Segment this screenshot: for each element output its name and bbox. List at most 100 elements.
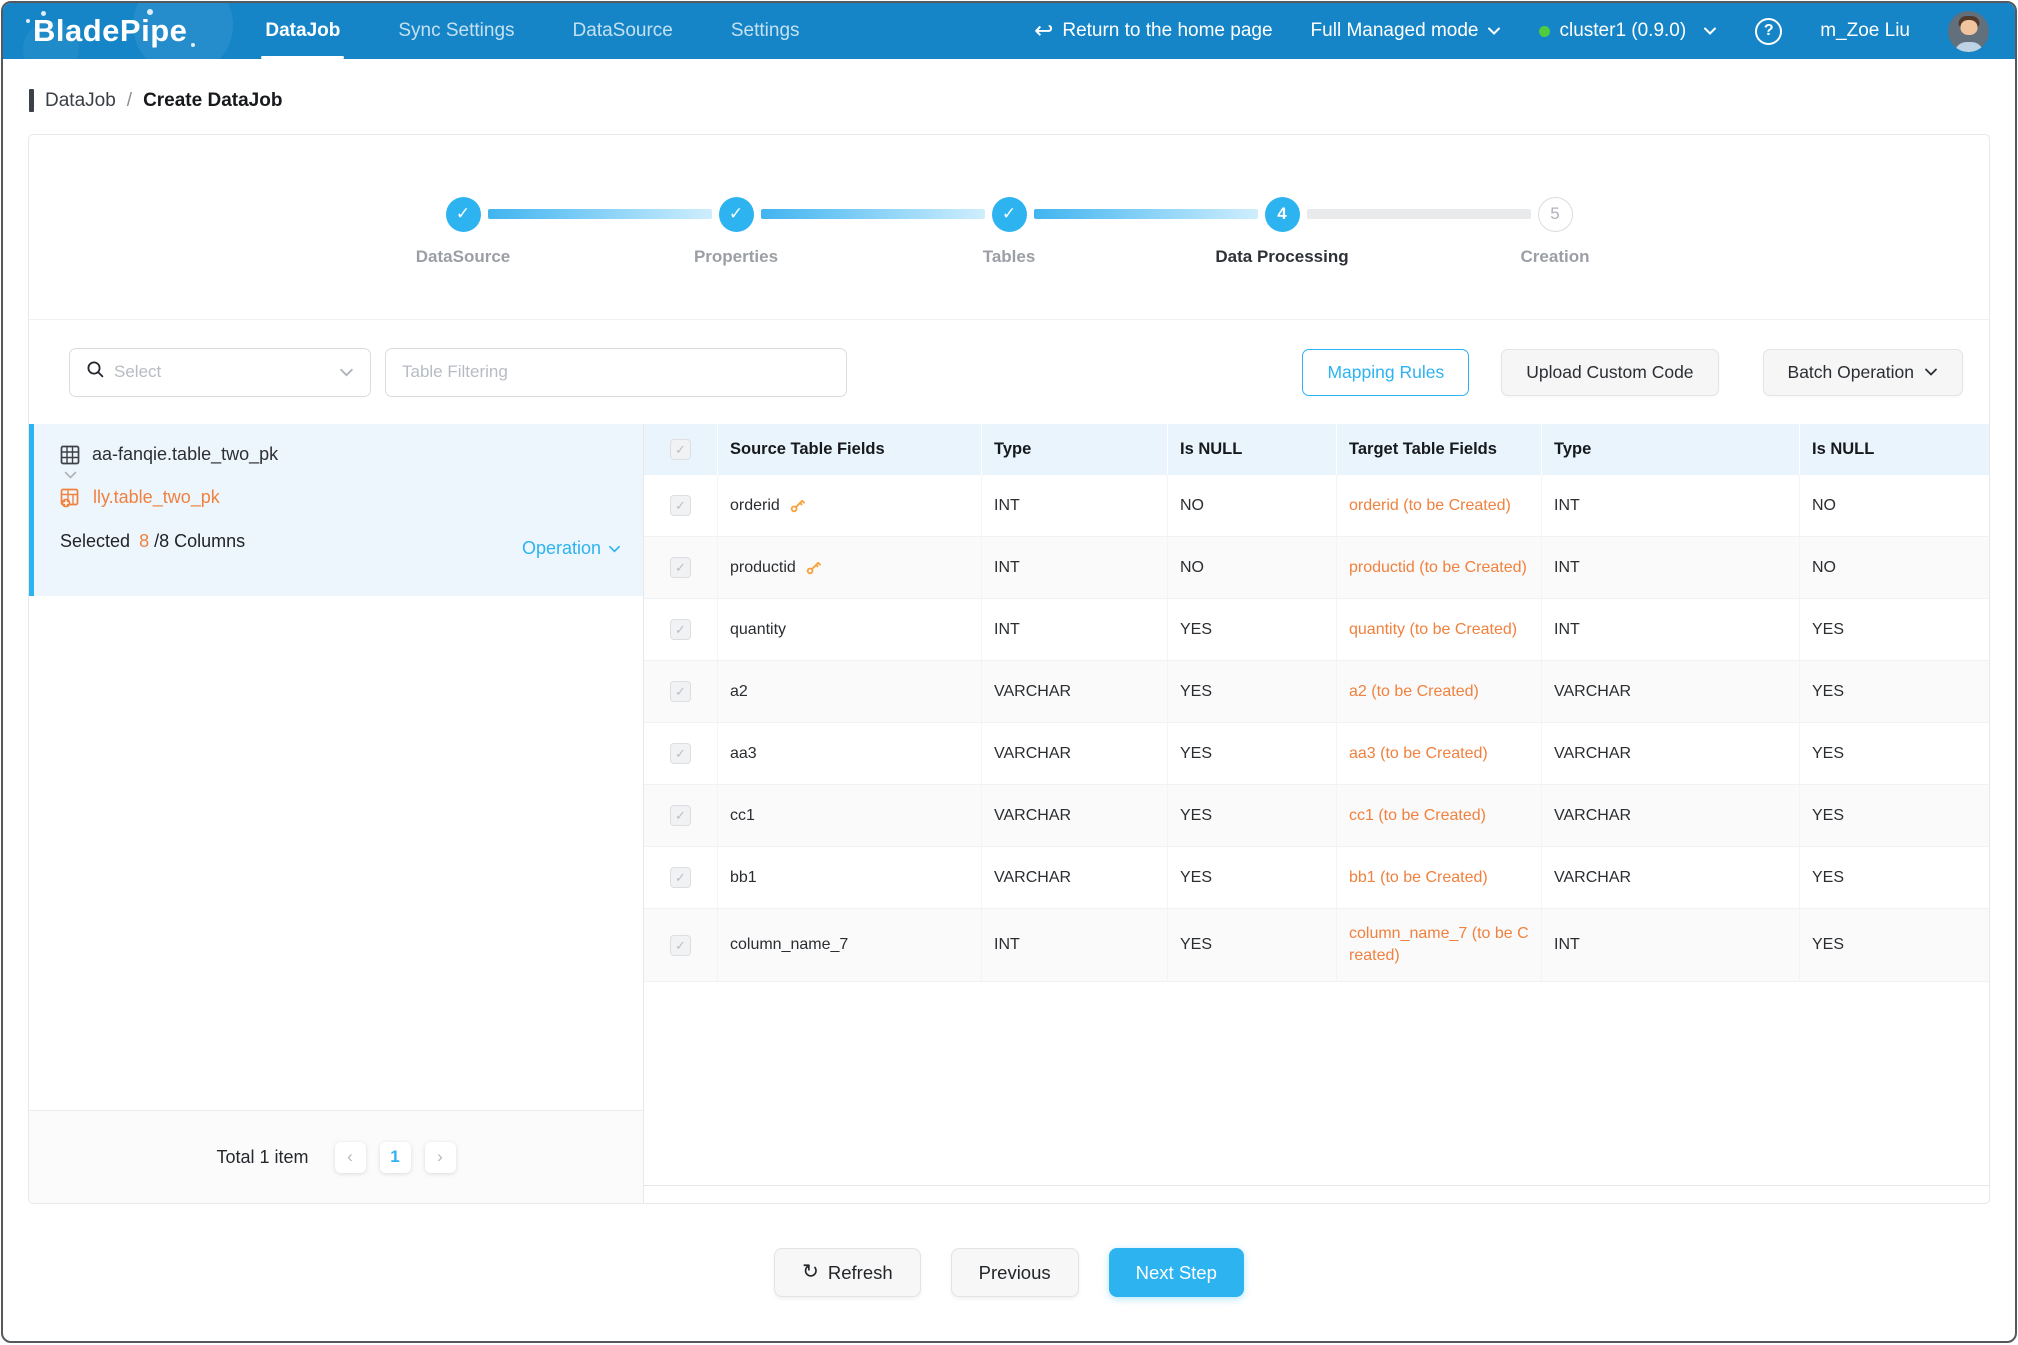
table-row: ✓ aa3 VARCHAR YES aa3 (to be Created) VA… (644, 723, 1989, 785)
breadcrumb-parent[interactable]: DataJob (45, 89, 116, 111)
mode-dropdown[interactable]: Full Managed mode (1311, 20, 1502, 42)
main-nav: DataJob Sync Settings DataSource Setting… (261, 3, 800, 59)
column-header-4-type: Type (1542, 424, 1800, 475)
selected-count: 8 (139, 531, 150, 551)
source-field-name: bb1 (730, 868, 757, 886)
chevron-down-icon (1487, 26, 1501, 36)
step-label: Creation (1520, 246, 1590, 266)
upload-custom-code-button[interactable]: Upload Custom Code (1501, 348, 1719, 396)
step-connector (487, 209, 712, 219)
mapping-content: aa-fanqie.table_two_pk lly.table_two_pk … (29, 424, 1989, 1203)
user-menu[interactable]: m_Zoe Liu (1820, 20, 1910, 42)
step-connector (1306, 209, 1531, 219)
column-header-3-target-table-fields: Target Table Fields (1337, 424, 1542, 475)
source-field-is-null: YES (1168, 723, 1337, 784)
row-checkbox[interactable]: ✓ (670, 681, 691, 702)
pagination-page-1[interactable]: 1 (379, 1141, 411, 1173)
mapping-rules-button[interactable]: Mapping Rules (1302, 348, 1470, 396)
table-row: ✓ bb1 VARCHAR YES bb1 (to be Created) VA… (644, 847, 1989, 909)
table-row: ✓ orderid INT NO orderid (to be Created)… (644, 475, 1989, 537)
operation-dropdown[interactable]: Operation (522, 538, 621, 559)
source-field-is-null: YES (1168, 847, 1337, 908)
primary-key-icon (806, 561, 821, 575)
logo-particle (41, 11, 46, 16)
table-filtering-input[interactable] (385, 347, 847, 397)
target-field-name: productid (to be Created) (1337, 537, 1542, 598)
pagination-prev-button[interactable]: ‹ (334, 1141, 366, 1173)
source-field-name: orderid (730, 496, 780, 514)
selected-label: Selected (60, 531, 131, 551)
breadcrumb-accent-bar (29, 89, 34, 112)
target-field-name: aa3 (to be Created) (1337, 723, 1542, 784)
chevron-down-icon (1924, 367, 1938, 377)
source-field-is-null: YES (1168, 661, 1337, 722)
step-circle: 4 (1264, 196, 1300, 232)
source-field-type: VARCHAR (982, 723, 1168, 784)
source-field-name: aa3 (730, 744, 757, 762)
user-avatar[interactable] (1948, 10, 1989, 52)
target-field-type: VARCHAR (1542, 661, 1800, 722)
previous-button[interactable]: Previous (950, 1248, 1079, 1297)
cluster-label: cluster1 (0.9.0) (1559, 20, 1687, 41)
nav-item-sync-settings[interactable]: Sync Settings (398, 20, 515, 41)
help-icon[interactable]: ? (1755, 17, 1783, 45)
cluster-dropdown[interactable]: cluster1 (0.9.0) (1539, 20, 1717, 42)
source-field-name: column_name_7 (730, 936, 849, 953)
table-row: ✓ column_name_7 INT YES column_name_7 (t… (644, 909, 1989, 982)
table-create-icon (60, 487, 81, 508)
row-checkbox[interactable]: ✓ (670, 619, 691, 640)
target-field-type: VARCHAR (1542, 723, 1800, 784)
table-row: ✓ quantity INT YES quantity (to be Creat… (644, 599, 1989, 661)
nav-item-datajob[interactable]: DataJob (261, 3, 345, 59)
source-field-name: quantity (730, 620, 787, 638)
row-checkbox[interactable]: ✓ (670, 805, 691, 826)
step-tables: ✓ Tables (983, 196, 1035, 266)
return-arrow-icon: ↩ (1034, 16, 1054, 43)
target-field-name: quantity (to be Created) (1337, 599, 1542, 660)
source-field-is-null: YES (1168, 785, 1337, 846)
step-label: Data Processing (1215, 246, 1349, 266)
table-toolbar: Select Mapping Rules Upload Custom Code … (29, 320, 1989, 424)
table-pair-item-selected[interactable]: aa-fanqie.table_two_pk lly.table_two_pk … (29, 424, 643, 596)
target-field-is-null: NO (1812, 496, 1836, 514)
chevron-down-icon (1703, 26, 1717, 36)
table-header-row: ✓ Source Table Fields Type Is NULL Target T… (644, 424, 1989, 475)
select-all-checkbox[interactable]: ✓ (670, 439, 691, 460)
target-field-is-null: NO (1812, 558, 1836, 576)
pagination-next-button[interactable]: › (424, 1141, 456, 1173)
row-checkbox[interactable]: ✓ (670, 557, 691, 578)
logo-particle (191, 43, 196, 47)
target-table-row: lly.table_two_pk (60, 487, 621, 508)
table-select-dropdown[interactable]: Select (69, 347, 371, 397)
nav-item-settings[interactable]: Settings (730, 20, 800, 41)
table-row: ✓ productid INT NO productid (to be Crea… (644, 537, 1989, 599)
row-checkbox[interactable]: ✓ (670, 495, 691, 516)
pagination: Total 1 item ‹ 1 › (29, 1110, 643, 1203)
row-checkbox[interactable]: ✓ (670, 743, 691, 764)
app-logo[interactable]: BladePipe (26, 9, 196, 49)
row-checkbox[interactable]: ✓ (670, 934, 691, 956)
row-checkbox[interactable]: ✓ (670, 867, 691, 888)
batch-operation-dropdown[interactable]: Batch Operation (1762, 348, 1963, 396)
nav-item-datasource[interactable]: DataSource (572, 20, 673, 41)
target-field-type: VARCHAR (1542, 847, 1800, 908)
step-datasource: ✓ DataSource (416, 196, 510, 266)
step-connector (760, 209, 985, 219)
target-field-name: column_name_7 (to be Created) (1337, 909, 1542, 981)
table-icon (60, 445, 80, 465)
target-field-name: bb1 (to be Created) (1337, 847, 1542, 908)
source-field-is-null: NO (1168, 537, 1337, 598)
breadcrumb: DataJob / Create DataJob (3, 59, 2015, 112)
step-circle: ✓ (718, 196, 754, 232)
source-field-name: cc1 (730, 806, 755, 824)
target-field-type: INT (1542, 537, 1800, 598)
next-step-button[interactable]: Next Step (1108, 1248, 1244, 1297)
target-table-name: lly.table_two_pk (93, 487, 220, 507)
return-home-button[interactable]: ↩ Return to the home page (1034, 16, 1272, 43)
target-field-type: INT (1542, 475, 1800, 536)
step-connector (1033, 209, 1258, 219)
refresh-button[interactable]: ↻ Refresh (774, 1248, 921, 1297)
primary-key-icon (790, 499, 805, 513)
logo-text: BladePipe (33, 13, 188, 48)
table-body: ✓ orderid INT NO orderid (to be Created)… (644, 475, 1989, 982)
